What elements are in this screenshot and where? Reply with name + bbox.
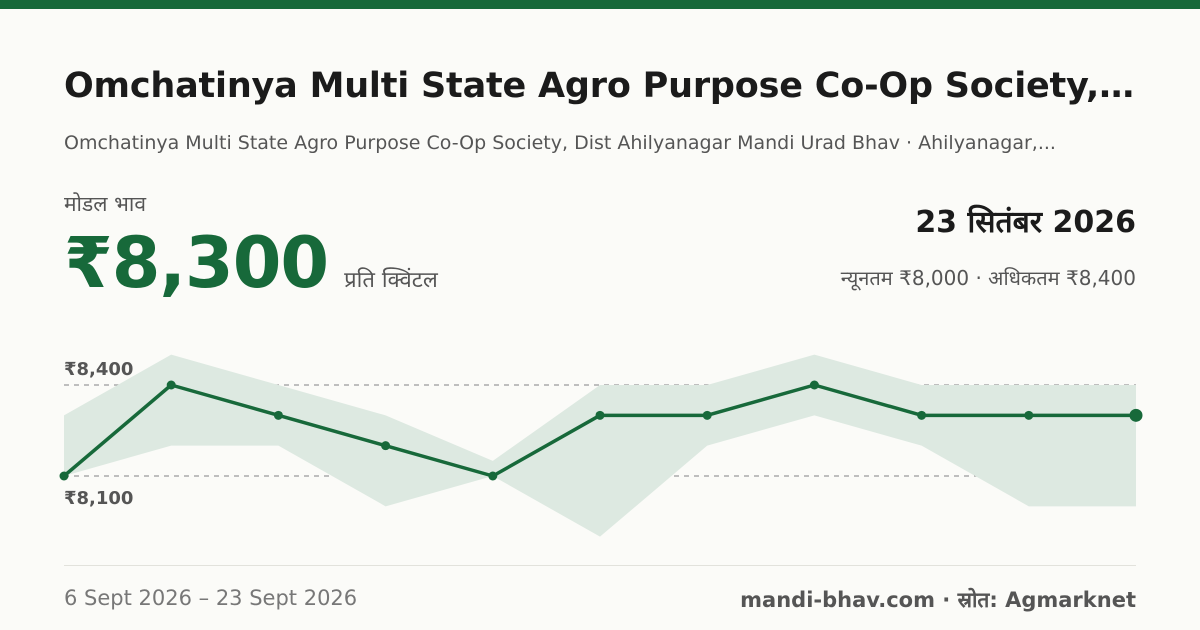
chart-gridlines	[64, 384, 1136, 477]
data-point	[381, 441, 391, 451]
top-accent-bar	[0, 0, 1200, 9]
date-range: 6 Sept 2026 – 23 Sept 2026	[64, 586, 358, 610]
model-price-row: ₹8,300 प्रति क्विंटल	[64, 222, 438, 304]
site-source: mandi-bhav.com · स्रोत: Agmarknet	[740, 588, 1136, 612]
data-point	[595, 410, 605, 420]
model-price-label: मोडल भाव	[64, 192, 147, 216]
data-point	[1024, 410, 1034, 420]
chart-points	[59, 380, 1143, 481]
footer-divider	[64, 565, 1136, 566]
data-point	[59, 471, 69, 481]
chart-tick-labels: ₹8,400 ₹8,100	[64, 359, 133, 509]
model-price-value: ₹8,300	[64, 222, 329, 304]
data-point	[917, 410, 927, 420]
page-title: Omchatinya Multi State Agro Purpose Co-O…	[64, 66, 1136, 106]
data-point	[809, 380, 819, 390]
model-price-line	[62, 383, 1138, 478]
price-unit: प्रति क्विंटल	[344, 268, 438, 293]
price-min-max: न्यूनतम ₹8,000 · अधिकतम ₹8,400	[840, 266, 1136, 290]
min-max-band	[64, 354, 1136, 537]
data-point	[273, 410, 283, 420]
data-point	[488, 471, 498, 481]
y-tick-label: ₹8,400	[64, 359, 133, 380]
page-subtitle: Omchatinya Multi State Agro Purpose Co-O…	[64, 132, 1056, 154]
y-tick-label: ₹8,100	[64, 488, 133, 509]
data-point	[166, 380, 176, 390]
data-point	[702, 410, 712, 420]
price-date: 23 सितंबर 2026	[915, 205, 1136, 240]
data-point	[1129, 408, 1143, 422]
